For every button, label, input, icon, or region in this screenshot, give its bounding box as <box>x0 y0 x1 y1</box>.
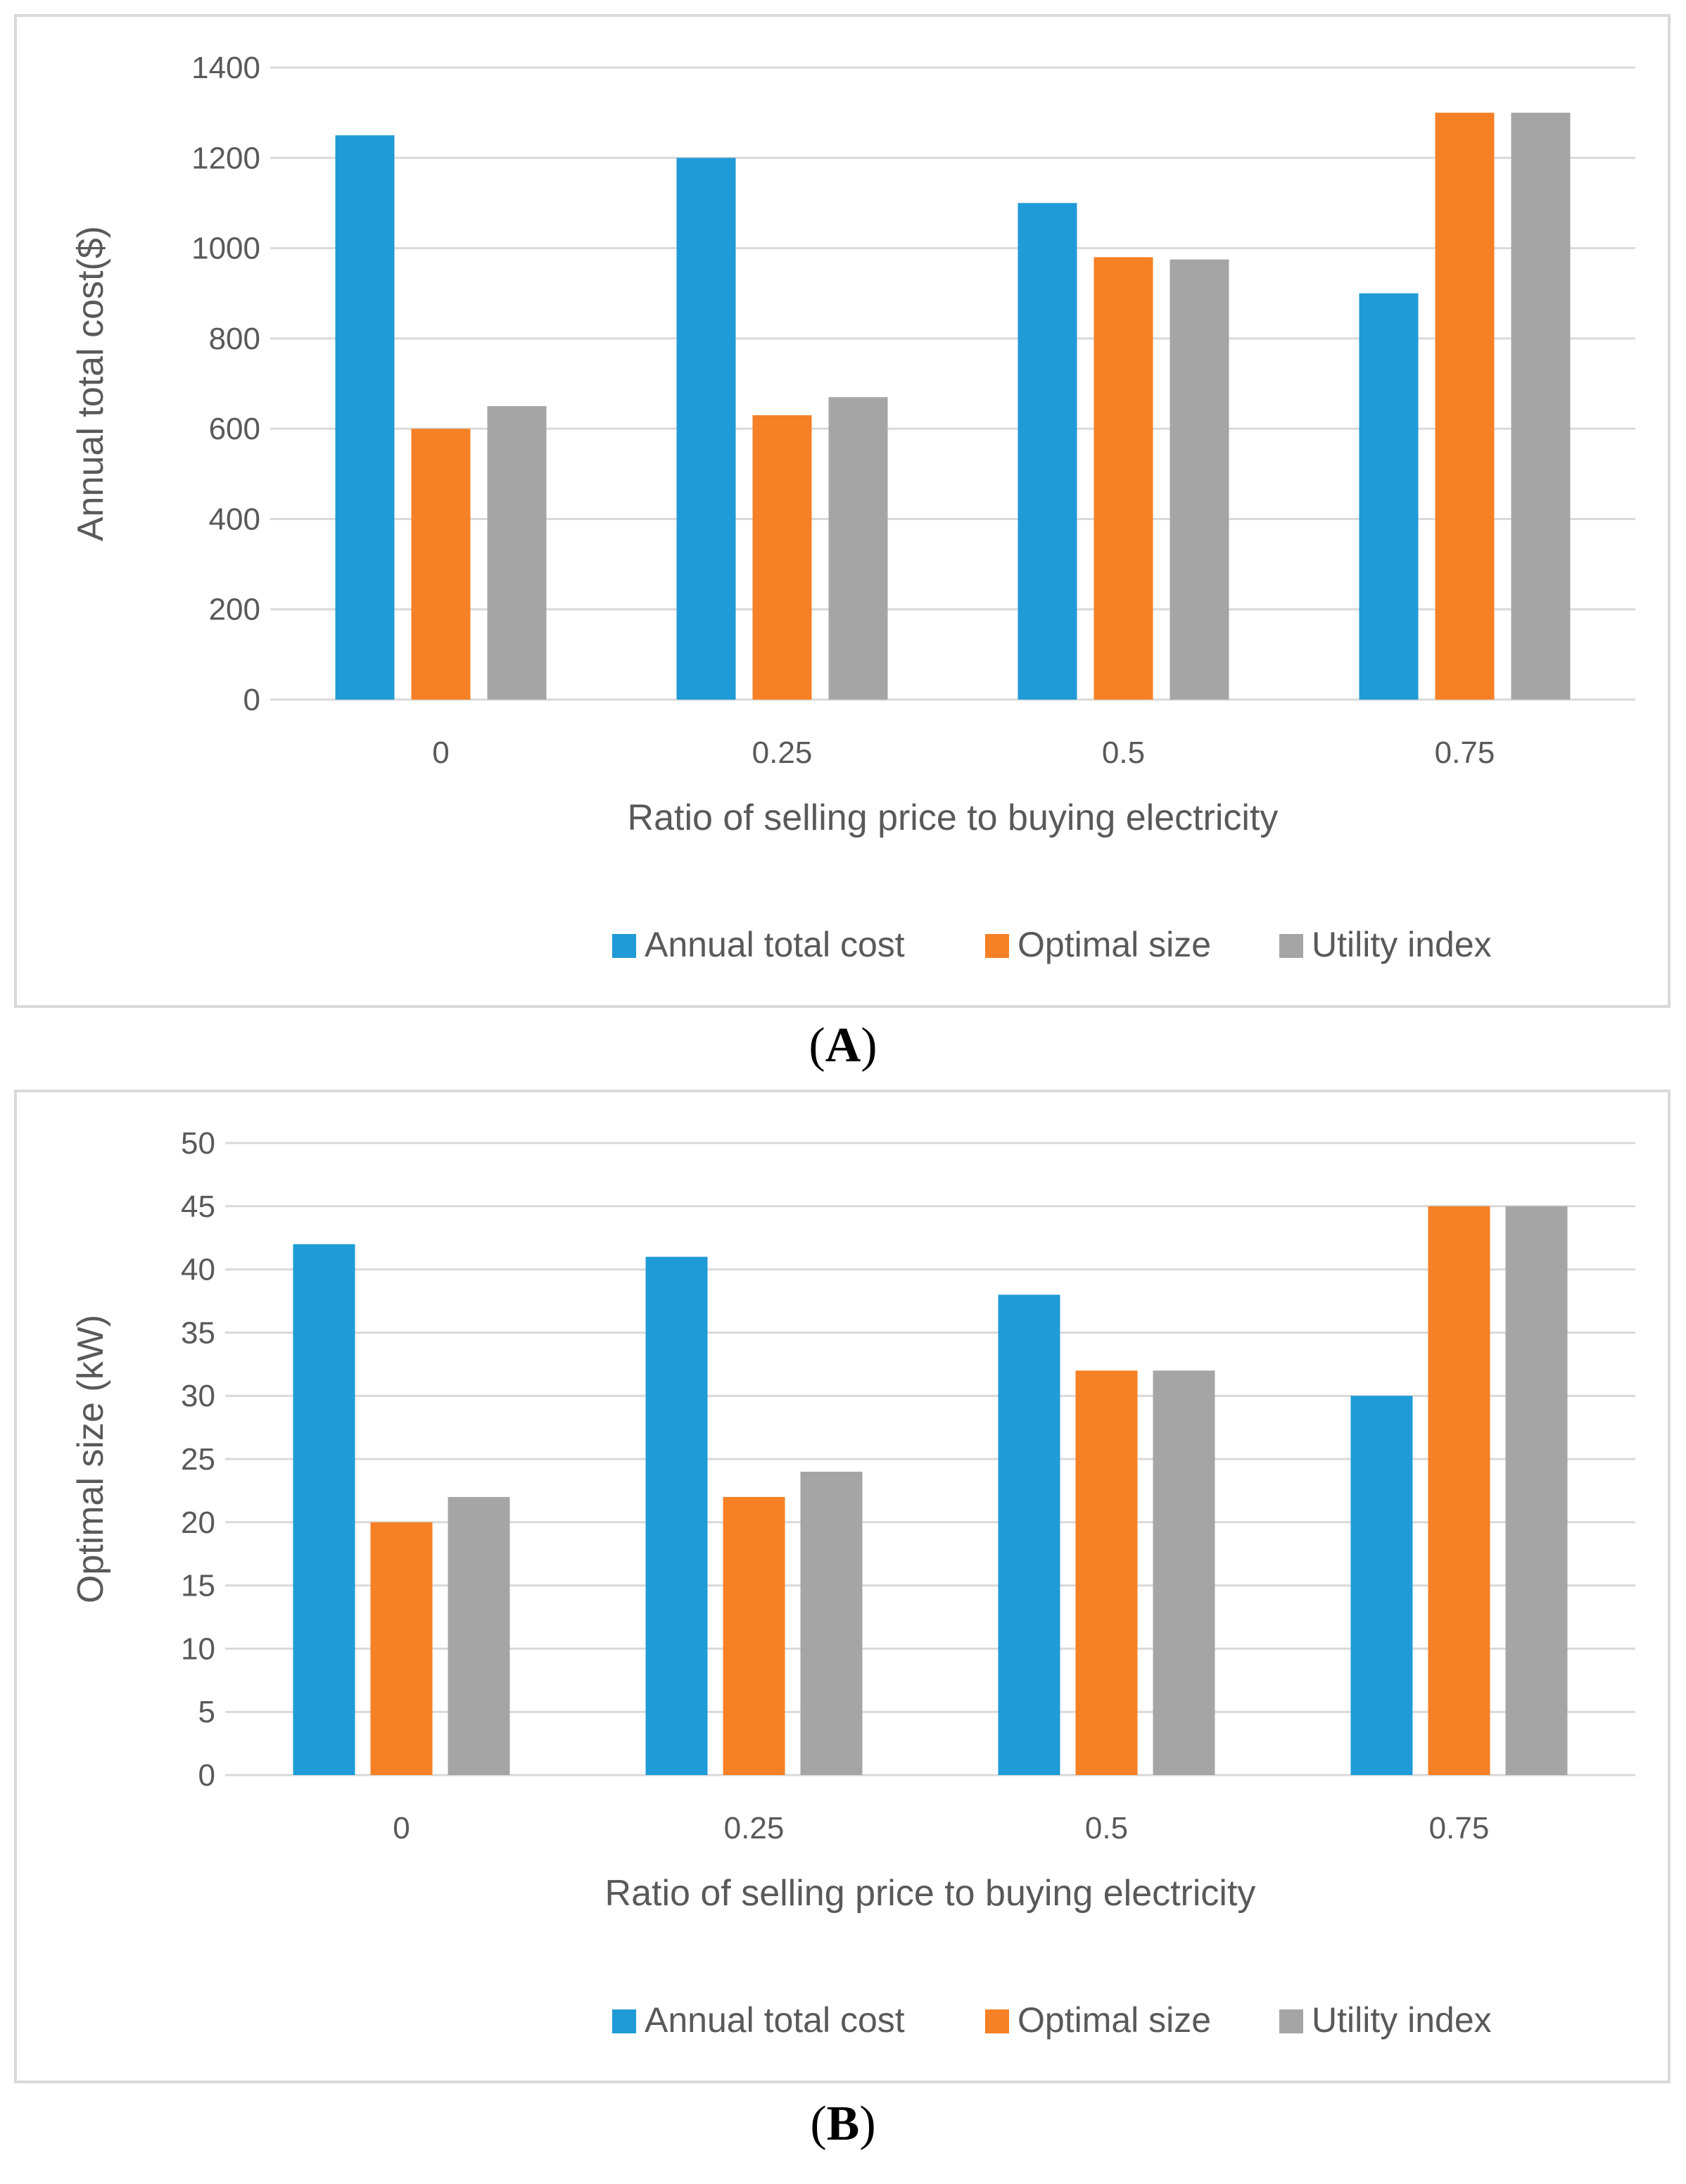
legend-swatch-utility-index <box>1279 934 1303 958</box>
legend-label-utility-index: Utility index <box>1312 2000 1492 2040</box>
bar-optimal-size <box>723 1496 785 1775</box>
bar-utility-index <box>1511 113 1571 700</box>
bar-annual-total-cost <box>1018 203 1077 700</box>
bar-utility-index <box>487 406 547 700</box>
bar-utility-index <box>1170 259 1229 700</box>
bar-annual-total-cost <box>335 135 395 700</box>
y-tick-label: 25 <box>181 1442 215 1477</box>
y-tick-label: 20 <box>181 1506 215 1540</box>
y-tick-label: 0 <box>243 683 260 717</box>
bar-optimal-size <box>370 1522 433 1775</box>
x-tick-label: 0.75 <box>1435 736 1495 770</box>
x-axis-title: Ratio of selling price to buying electri… <box>605 1873 1256 1914</box>
x-tick-label: 0.25 <box>724 1811 785 1845</box>
chart-panel-b: 0 5 10 15 20 25 30 35 40 45 50 0 0.25 0.5 0.75 Ratio of… <box>14 1090 1671 2083</box>
chart-panel-a: 0 200 400 600 800 1000 1200 1400 0 0.25 0.5 0.75 Rat… <box>14 14 1671 1008</box>
y-axis-title: Optimal size (kW) <box>70 1315 111 1603</box>
legend-label-utility-index: Utility index <box>1312 925 1492 964</box>
legend-label-annual-total-cost: Annual total cost <box>645 2000 905 2040</box>
y-tick-label: 1200 <box>191 141 260 175</box>
y-tick-label: 400 <box>209 502 260 536</box>
legend-label-annual-total-cost: Annual total cost <box>645 925 905 964</box>
y-tick-label: 35 <box>181 1315 215 1350</box>
legend-swatch-utility-index <box>1279 2009 1303 2033</box>
legend-swatch-optimal-size <box>985 2009 1009 2033</box>
bar-optimal-size <box>411 429 471 700</box>
y-tick-label: 200 <box>209 593 260 627</box>
y-axis-title: Annual total cost($) <box>70 226 111 541</box>
x-tick-label: 0.5 <box>1085 1811 1128 1845</box>
y-tick-label: 1400 <box>191 51 260 85</box>
x-tick-label: 0.5 <box>1102 736 1145 770</box>
bar-annual-total-cost <box>998 1294 1060 1775</box>
y-tick-label: 50 <box>181 1126 215 1161</box>
bar-annual-total-cost <box>293 1244 355 1775</box>
x-tick-label: 0 <box>393 1811 410 1845</box>
x-tick-label: 0.25 <box>752 736 813 770</box>
bar-utility-index <box>800 1471 863 1775</box>
y-tick-label: 800 <box>209 322 260 356</box>
panel-label-b: B <box>826 2097 860 2151</box>
y-tick-label: 45 <box>181 1189 215 1224</box>
bar-utility-index <box>1505 1206 1568 1775</box>
bar-annual-total-cost <box>1359 293 1419 700</box>
bar-annual-total-cost <box>676 158 736 700</box>
bar-optimal-size <box>1075 1370 1138 1775</box>
x-tick-label: 0 <box>432 736 449 770</box>
panel-caption-b: (B) <box>810 2097 876 2151</box>
panel-caption-a: (A) <box>809 1018 877 1073</box>
x-tick-label: 0.75 <box>1429 1811 1490 1845</box>
bar-utility-index <box>448 1496 510 1775</box>
bar-utility-index <box>1153 1370 1215 1775</box>
y-tick-label: 10 <box>181 1631 215 1666</box>
bar-annual-total-cost <box>1350 1396 1413 1775</box>
legend-swatch-annual-total-cost <box>612 934 636 958</box>
panel-label-a: A <box>825 1018 861 1073</box>
legend-label-optimal-size: Optimal size <box>1018 925 1211 964</box>
bar-optimal-size <box>1428 1206 1490 1775</box>
y-tick-label: 0 <box>198 1758 215 1793</box>
legend-swatch-optimal-size <box>985 934 1009 958</box>
legend-label-optimal-size: Optimal size <box>1018 2000 1211 2040</box>
bar-optimal-size <box>1435 113 1495 700</box>
bar-annual-total-cost <box>645 1256 708 1775</box>
legend-swatch-annual-total-cost <box>612 2009 636 2033</box>
y-tick-label: 5 <box>198 1695 215 1729</box>
bar-utility-index <box>828 397 888 700</box>
y-tick-label: 1000 <box>191 232 260 266</box>
bar-chart-b: 0 5 10 15 20 25 30 35 40 45 50 0 0.25 0.5 0.75 Ratio of… <box>70 1126 1635 2040</box>
bar-optimal-size <box>752 415 812 700</box>
y-tick-label: 40 <box>181 1253 215 1287</box>
x-axis-title: Ratio of selling price to buying electri… <box>628 797 1279 838</box>
y-tick-label: 600 <box>209 412 260 446</box>
bar-optimal-size <box>1094 257 1153 700</box>
y-tick-label: 30 <box>181 1379 215 1413</box>
y-tick-label: 15 <box>181 1569 215 1603</box>
bar-chart-a: 0 200 400 600 800 1000 1200 1400 0 0.25 0.5 0.75 Rat… <box>70 51 1635 964</box>
